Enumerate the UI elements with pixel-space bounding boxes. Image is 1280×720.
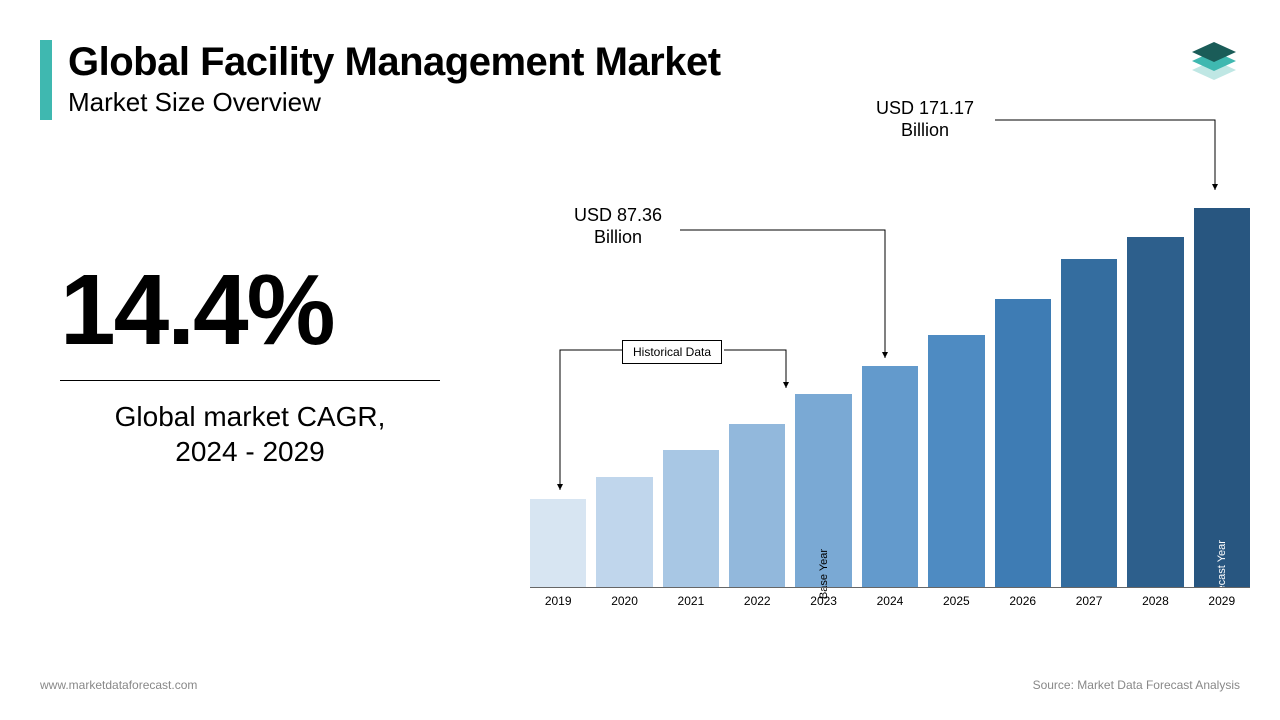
x-axis-label: 2028 — [1127, 590, 1183, 610]
x-axis-label: 2029 — [1194, 590, 1250, 610]
cagr-value: 14.4% — [60, 260, 440, 360]
x-axis-label: 2019 — [530, 590, 586, 610]
bar-column — [928, 335, 984, 588]
bar-column — [530, 499, 586, 588]
x-axis-label: 2027 — [1061, 590, 1117, 610]
bar-column: Forecast Year — [1194, 208, 1250, 588]
x-axis-label: 2022 — [729, 590, 785, 610]
bar-column — [862, 366, 918, 588]
footer-source: Source: Market Data Forecast Analysis — [1033, 678, 1240, 692]
brand-logo-icon — [1184, 30, 1244, 89]
bar: Base Year — [795, 394, 851, 588]
x-axis-label: 2026 — [995, 590, 1051, 610]
header-block: Global Facility Management Market Market… — [40, 40, 721, 118]
x-axis-label: 2024 — [862, 590, 918, 610]
bar — [1127, 237, 1183, 588]
footer-url: www.marketdataforecast.com — [40, 678, 197, 692]
bar-column — [1061, 259, 1117, 588]
x-axis-label: 2023 — [795, 590, 851, 610]
bar — [928, 335, 984, 588]
bar: Forecast Year — [1194, 208, 1250, 588]
page-title: Global Facility Management Market — [68, 40, 721, 85]
bar — [596, 477, 652, 588]
bar-column — [995, 299, 1051, 588]
callout-2024: USD 87.36Billion — [558, 205, 678, 248]
bar — [663, 450, 719, 588]
bar — [862, 366, 918, 588]
page-subtitle: Market Size Overview — [68, 87, 721, 118]
cagr-description: Global market CAGR, 2024 - 2029 — [60, 399, 440, 469]
historical-data-label: Historical Data — [622, 340, 722, 364]
x-axis-label: 2020 — [596, 590, 652, 610]
bar-column — [1127, 237, 1183, 588]
x-axis-label: 2025 — [928, 590, 984, 610]
bar-column: Base Year — [795, 394, 851, 588]
x-axis-line — [530, 587, 1250, 588]
cagr-block: 14.4% Global market CAGR, 2024 - 2029 — [60, 260, 440, 469]
divider — [60, 380, 440, 381]
bar — [1061, 259, 1117, 588]
bar-column — [596, 477, 652, 588]
bar-column — [729, 424, 785, 588]
bar — [530, 499, 586, 588]
accent-bar — [40, 40, 52, 120]
bar — [995, 299, 1051, 588]
bar — [729, 424, 785, 588]
x-axis-label: 2021 — [663, 590, 719, 610]
bar-column — [663, 450, 719, 588]
callout-2029: USD 171.17Billion — [860, 98, 990, 141]
